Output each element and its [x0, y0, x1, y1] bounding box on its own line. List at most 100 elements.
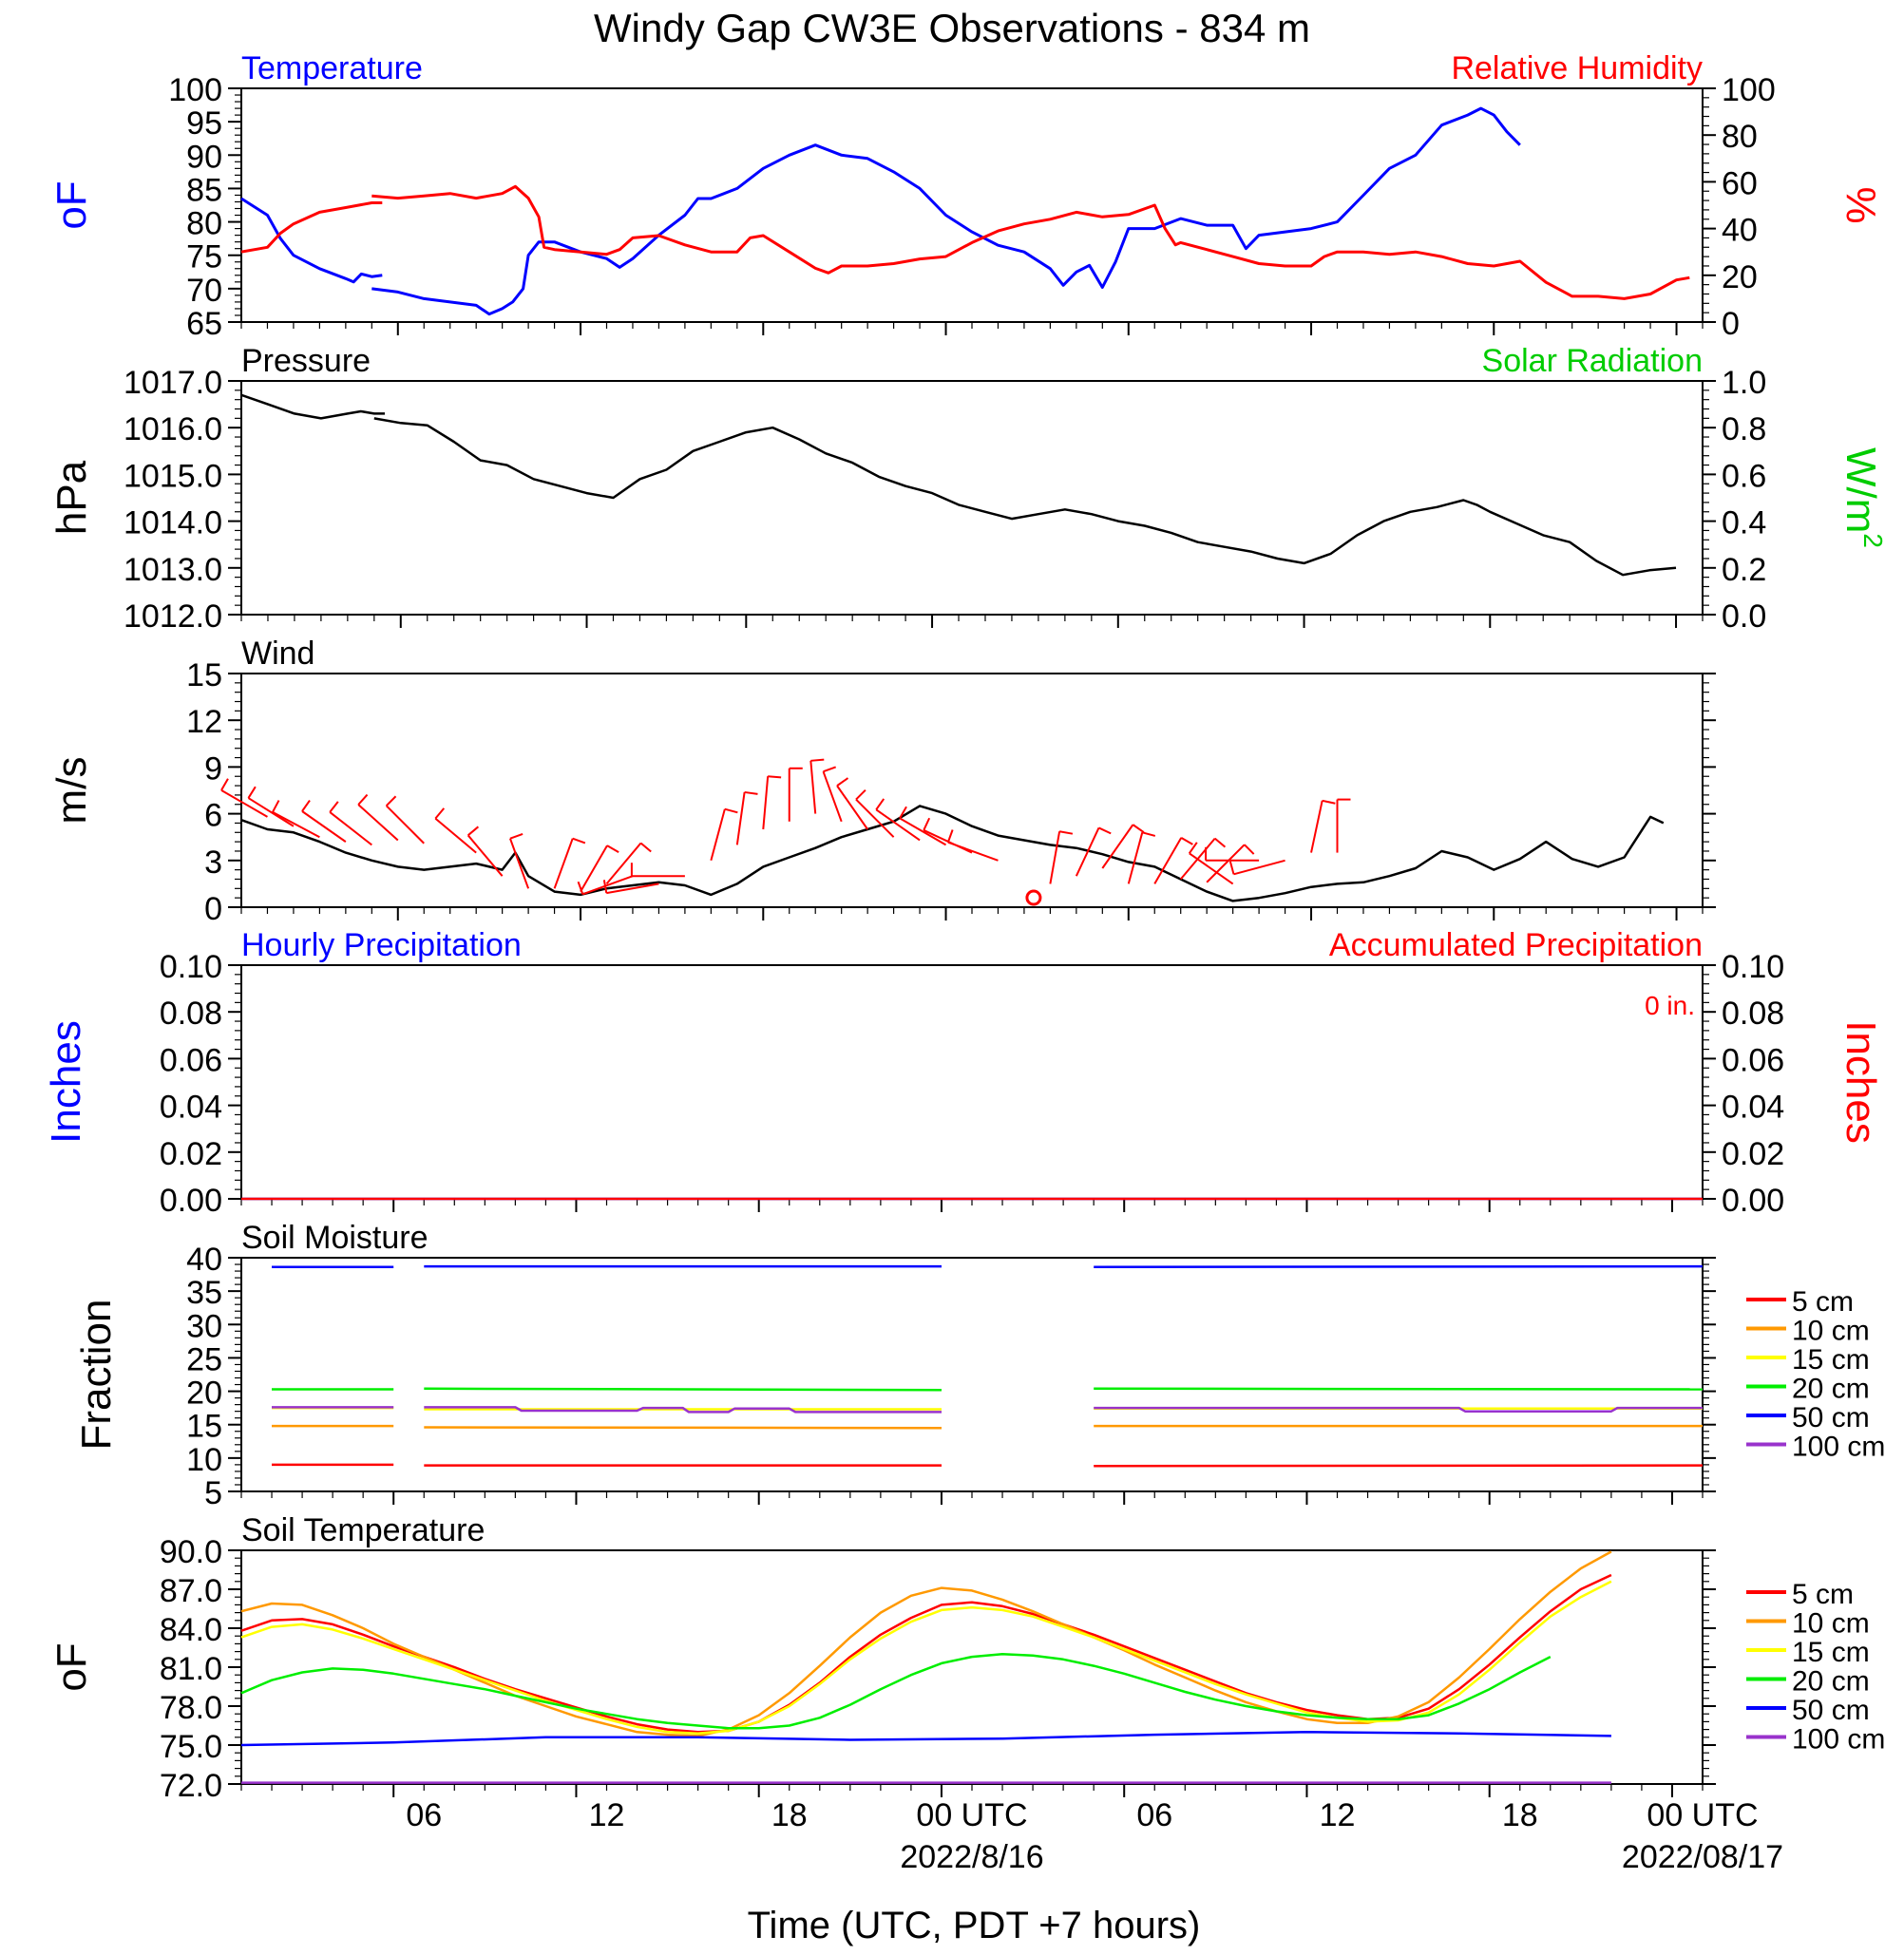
series-line-soil_moisture-5-1 — [424, 1406, 942, 1414]
y-tick-label: 85 — [186, 172, 222, 208]
y-axis-label-left: oF — [48, 180, 95, 229]
wind-barb-flag — [855, 788, 866, 801]
wind-barb-flag — [1322, 799, 1336, 805]
panel-title-left: Soil Moisture — [241, 1220, 428, 1256]
y-tick-label: 1014.0 — [124, 505, 222, 541]
wind-barb — [605, 842, 642, 885]
x-tick-label: 00 UTC — [916, 1797, 1027, 1833]
series-line-soil_moisture-0-2 — [1094, 1464, 1704, 1468]
legend-label: 15 cm — [1792, 1637, 1870, 1668]
wind-barb-flag — [467, 826, 480, 837]
y-tick-label: 10 — [186, 1442, 222, 1478]
wind-barb-flag — [220, 778, 229, 791]
wind-barb — [385, 805, 425, 845]
wind-barb-flag — [923, 817, 931, 831]
wind-barb — [466, 834, 504, 877]
wind-barb-flag — [1228, 861, 1235, 875]
series-line-soil_temperature-1-0 — [240, 1550, 1612, 1737]
wind-barb-flag — [301, 799, 311, 812]
y-axis-label-left: Inches — [43, 1020, 89, 1144]
x-date-label: 2022/08/17 — [1622, 1839, 1783, 1875]
wind-barb — [509, 838, 530, 889]
y-tick-label: 40 — [186, 1242, 222, 1278]
wind-barb — [329, 811, 372, 846]
wind-barb — [1233, 859, 1285, 876]
x-axis-label: Time (UTC, PDT +7 hours) — [748, 1905, 1201, 1946]
y-tick-label-right: 100 — [1722, 72, 1776, 108]
y-axis-label-left: m/s — [48, 757, 95, 825]
wind-barb-flag — [875, 798, 885, 810]
panel-title-left: Pressure — [241, 343, 371, 379]
y-tick-label: 78.0 — [160, 1690, 222, 1726]
series-line-temp_rh-1-1 — [371, 184, 1690, 300]
y-tick-label: 0.00 — [160, 1183, 222, 1219]
wind-barb-flag — [606, 845, 619, 853]
y-axis-label-right: Inches — [1837, 1020, 1884, 1144]
panel-pressure: 1012.0 1013.0 1014.0 1015.0 1016.0 1017.0 0.0 0… — [48, 343, 1888, 635]
accumulation-annotation: 0 in. — [1645, 991, 1695, 1020]
plot-frame — [240, 964, 1704, 1200]
wind-barb — [357, 804, 399, 842]
y-tick-label-right: 60 — [1722, 165, 1758, 201]
y-tick-label-right: 0.08 — [1722, 996, 1784, 1032]
plot-frame — [240, 87, 1704, 323]
wind-barb-flag — [744, 790, 758, 795]
wind-barb — [247, 797, 295, 827]
wind-barb-flag — [572, 837, 586, 845]
plot-frame — [240, 380, 1704, 616]
y-tick-label: 0.04 — [160, 1090, 222, 1126]
panel-wind: 0 3 6 9 12 15 Wind m/s — [48, 636, 1716, 927]
legend-label: 20 cm — [1792, 1374, 1870, 1405]
y-tick-label-right: 0.06 — [1722, 1042, 1784, 1078]
x-tick-label: 18 — [771, 1797, 808, 1833]
series-line-soil_temperature-2-0 — [240, 1580, 1612, 1735]
y-tick-label-right: 20 — [1722, 259, 1758, 295]
plot-frame — [240, 1257, 1704, 1492]
legend-label: 10 cm — [1792, 1608, 1870, 1640]
wind-barb — [301, 810, 347, 843]
wind-barb — [580, 845, 608, 893]
wind-barb — [855, 798, 895, 838]
y-tick-label-right: 0.8 — [1722, 411, 1766, 447]
panel-temp_rh: 65707580859095100020406080100Temperature… — [48, 50, 1884, 342]
y-tick-label: 72.0 — [160, 1768, 222, 1804]
y-tick-label: 15 — [186, 1409, 222, 1445]
series-line-soil_moisture-4-2 — [1094, 1264, 1704, 1269]
wind-barb — [1127, 832, 1144, 884]
y-tick-label: 90.0 — [160, 1534, 222, 1570]
wind-barb — [581, 875, 634, 896]
series-line-soil_moisture-3-2 — [1094, 1387, 1704, 1391]
y-tick-label: 75.0 — [160, 1729, 222, 1765]
y-tick-label: 0.02 — [160, 1136, 222, 1172]
y-tick-label: 9 — [204, 750, 222, 787]
wind-barb-flag — [272, 800, 280, 813]
wind-barb — [1101, 824, 1134, 869]
y-tick-label-right: 1.0 — [1722, 365, 1766, 401]
legend-label: 50 cm — [1792, 1695, 1870, 1726]
wind-calm-circle — [1025, 889, 1042, 906]
y-axis-label-right: W/m2 — [1837, 447, 1888, 548]
y-tick-label: 25 — [186, 1341, 222, 1377]
wind-barb — [1189, 852, 1234, 885]
y-tick-label-right: 0.10 — [1722, 949, 1784, 985]
panel-soil_temperature: 72.075.078.081.084.087.090.0 Soil Tempera… — [48, 1512, 1885, 1804]
legend-label: 100 cm — [1792, 1432, 1885, 1463]
x-tick-label: 06 — [406, 1797, 442, 1833]
y-tick-label: 87.0 — [160, 1573, 222, 1609]
legend-label: 50 cm — [1792, 1402, 1870, 1433]
series-line-pressure-0-1 — [373, 417, 1677, 577]
wind-barb — [809, 760, 817, 814]
series-line-soil_moisture-5-2 — [1094, 1406, 1703, 1413]
y-tick-label: 12 — [186, 704, 222, 740]
wind-barb — [735, 791, 746, 845]
y-tick-label: 75 — [186, 239, 222, 275]
wind-barb-flag — [1214, 837, 1227, 848]
y-tick-label: 0.08 — [160, 996, 222, 1032]
legend-label: 15 cm — [1792, 1344, 1870, 1376]
y-axis-label-superscript: 2 — [1858, 533, 1888, 548]
wind-barb-flag — [1188, 842, 1198, 854]
y-tick-label-right: 0 — [1722, 306, 1740, 342]
panel-title-right: Solar Radiation — [1482, 343, 1703, 379]
series-line-soil_temperature-3-0 — [240, 1653, 1552, 1730]
